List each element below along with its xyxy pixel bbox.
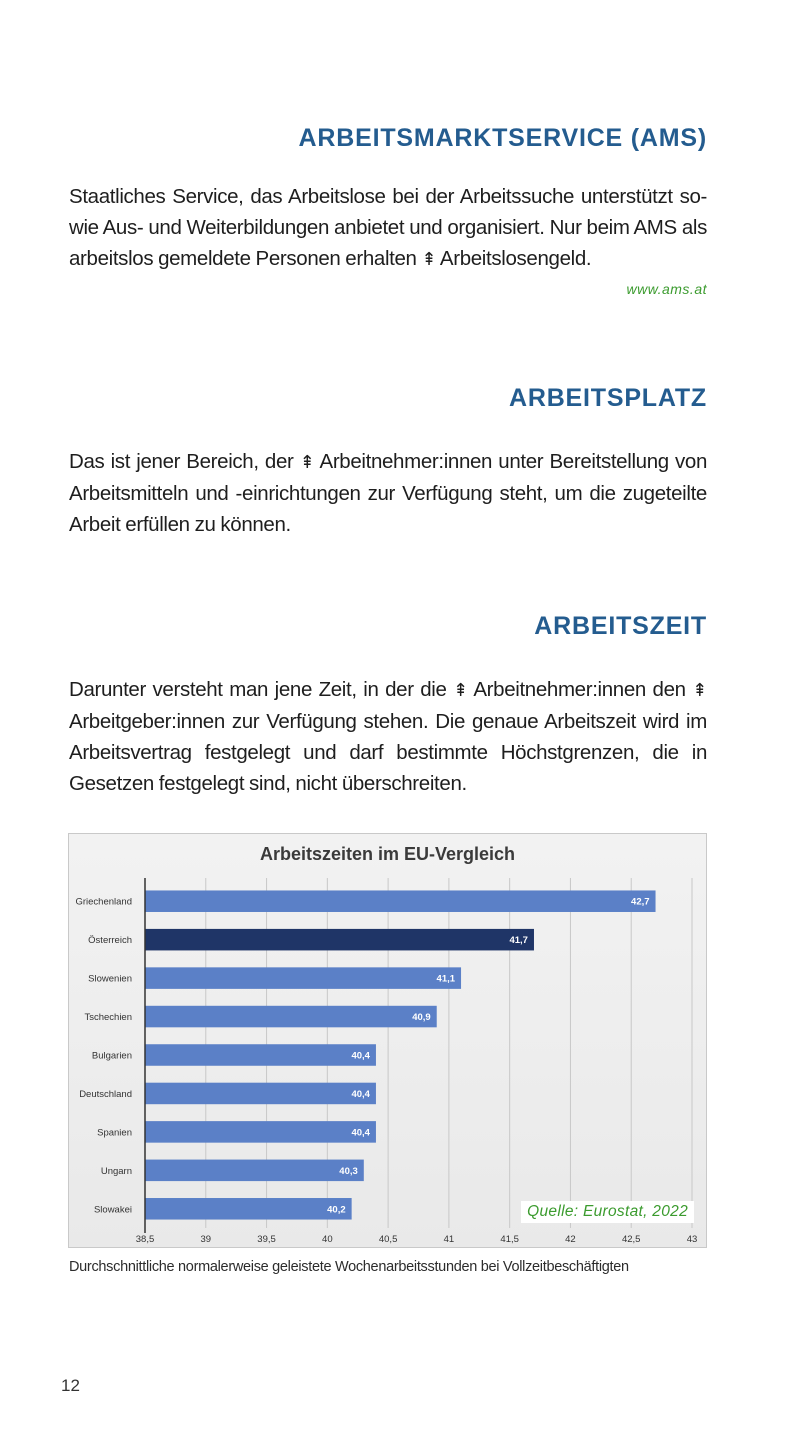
entry-arbeitszeit: ARBEITSZEIT Darunter versteht man jene Z… [69,612,707,799]
x-tick-label: 38,5 [136,1234,155,1245]
bar-value-label: 41,7 [509,935,528,946]
entry-text: Darunter versteht man jene Zeit, in der … [69,674,707,799]
bar [145,967,462,989]
cross-reference-arrow-icon: ⇞ [299,452,315,472]
bar [145,890,656,912]
bar-value-label: 40,3 [339,1166,358,1177]
text-run: Staatliches Service, das Arbeitslose bei… [69,185,707,270]
category-label: Slowakei [94,1204,132,1215]
category-label: Österreich [88,935,132,946]
bar [145,1005,437,1028]
cross-reference-arrow-icon: ⇞ [453,680,468,700]
x-tick-label: 40 [322,1234,333,1245]
bar-value-label: 40,4 [351,1127,370,1138]
bar [145,1198,352,1220]
category-label: Ungarn [101,1166,132,1177]
source-note: Quelle: Eurostat, 2022 [521,1201,694,1223]
bar-value-label: 40,4 [351,1051,370,1062]
x-tick-label: 39 [200,1234,211,1245]
entry-ams: ARBEITSMARKTSERVICE (AMS) Staatliches Se… [69,124,707,297]
entry-heading: ARBEITSZEIT [534,612,707,640]
category-label: Slowenien [88,974,132,985]
chart-canvas: 42,7 Griechenland 41,7 Österreich 41,1 Slowen… [75,878,698,1245]
x-tick-label: 42 [565,1234,576,1245]
text-run: Darunter versteht man jene Zeit, in der … [69,678,454,701]
entry-text: Das ist jener Bereich, der ⇞ Arbeitnehme… [69,446,707,540]
x-tick-label: 41,5 [500,1234,518,1245]
bar [145,1082,376,1105]
text-run: Arbeitnehmer:innen unter Bereitstellung … [69,450,708,536]
category-label: Bulgarien [92,1051,132,1062]
x-tick-label: 40,5 [379,1234,398,1245]
category-label: Deutschland [79,1089,132,1100]
chart-title: Arbeitszeiten im EU-Vergleich [259,844,516,864]
x-tick-label: 42,5 [622,1234,641,1245]
entry-arbeitsplatz: ARBEITSPLATZ Das ist jener Bereich, der … [69,384,707,540]
bar-value-label: 40,2 [327,1204,346,1215]
entry-text: Staatliches Service, das Arbeitslose bei… [69,181,707,275]
bar [145,1121,376,1143]
bar [145,1159,364,1182]
bar-value-label: 41,1 [437,974,456,985]
x-tick-label: 41 [444,1234,455,1245]
text-run: Arbeitgeber:innen zur Verfügung stehen. … [69,710,707,795]
entry-heading: ARBEITSPLATZ [508,384,707,412]
bar-value-label: 42,7 [631,897,650,908]
working-hours-chart: 42,7 Griechenland 41,7 Österreich 41,1 Slowen… [68,833,707,1248]
category-label: Tschechien [84,1012,132,1023]
bar [145,928,534,951]
bar-value-label: 40,4 [351,1089,370,1100]
cross-reference-arrow-icon: ⇞ [692,680,707,700]
x-tick-label: 39,5 [257,1234,276,1245]
text-run: Das ist jener Bereich, der [69,450,300,473]
text-run: Arbeitnehmer:innen den [467,678,693,701]
website-link[interactable]: www.ams.at [626,281,707,297]
cross-reference-arrow-icon: ⇞ [421,249,437,269]
bar-value-label: 40,9 [412,1012,431,1023]
x-tick-label: 43 [687,1234,698,1245]
category-label: Griechenland [75,897,132,908]
category-label: Spanien [97,1127,132,1138]
entry-heading: ARBEITSMARKTSERVICE (AMS) [298,124,707,152]
bar [145,1044,376,1066]
page-number: 12 [61,1376,80,1395]
chart-caption: Durchschnittliche normalerweise geleiste… [69,1259,629,1275]
text-run: Arbeitslosengeld. [436,247,592,270]
